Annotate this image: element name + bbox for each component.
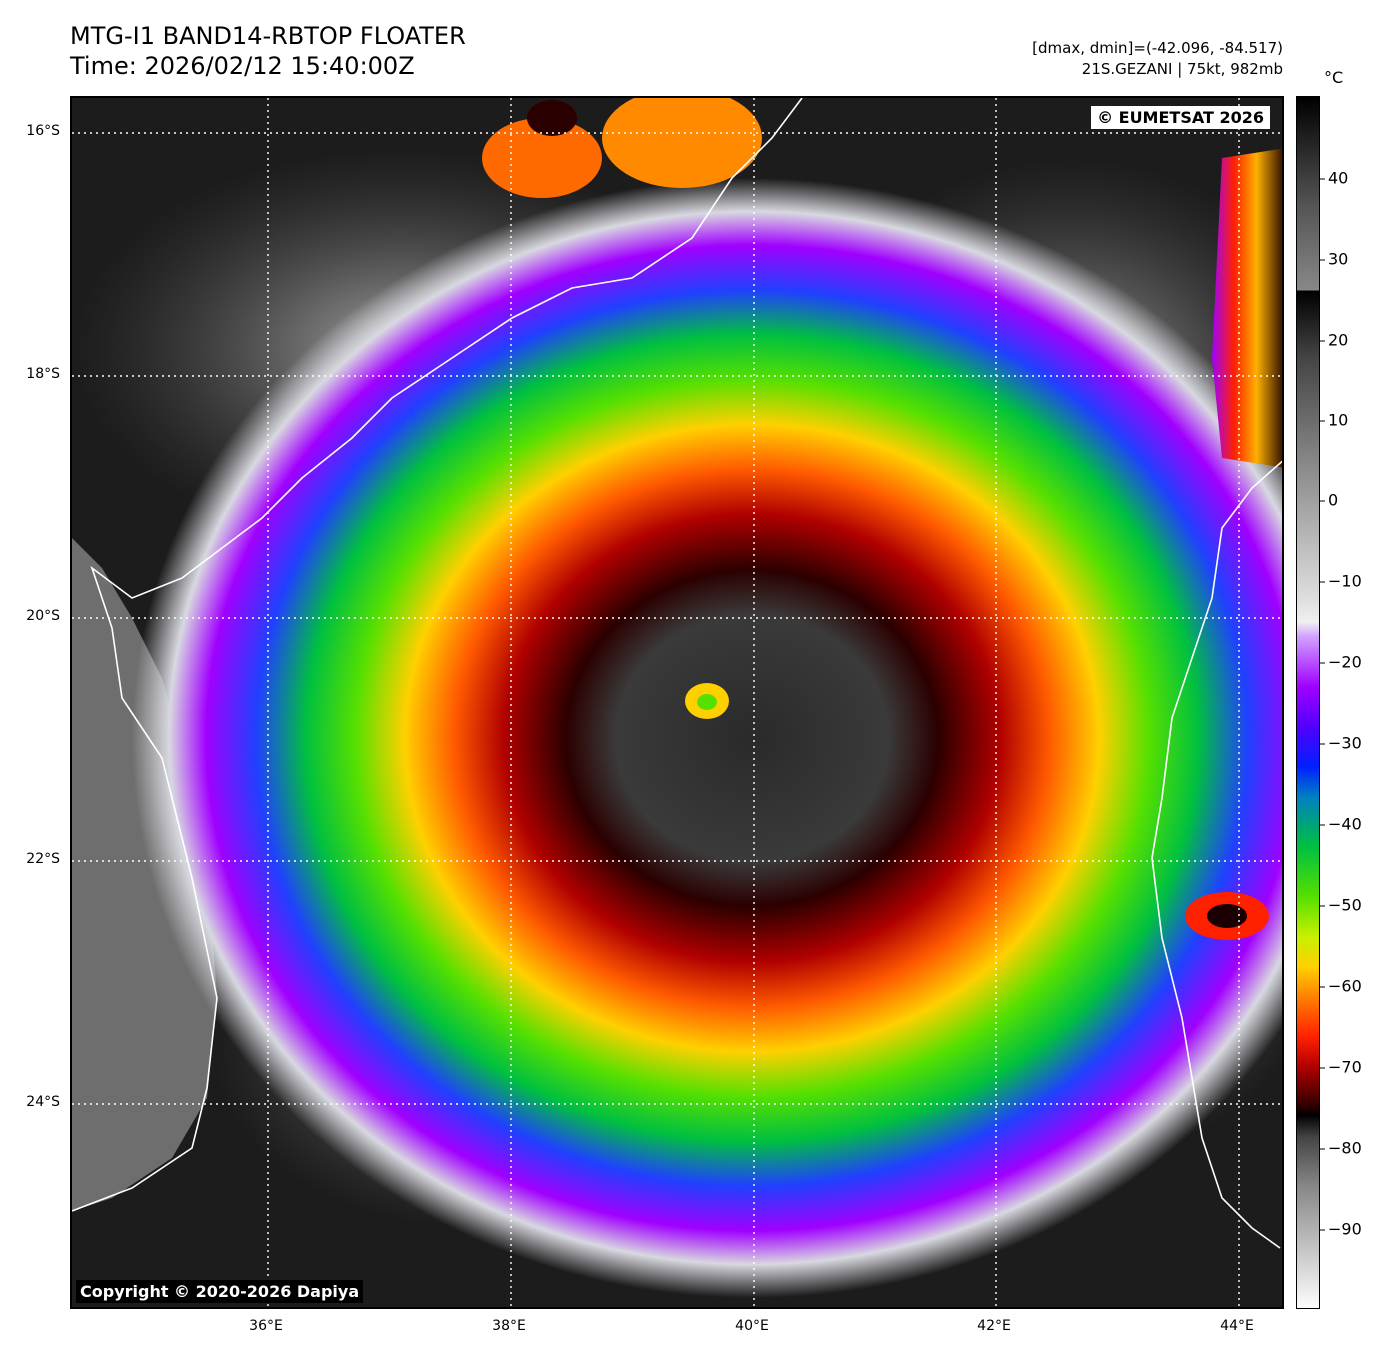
colorbar-tick: −50 — [1320, 895, 1362, 915]
lon-label-36e: 36°E — [249, 1318, 283, 1334]
figure-title: MTG-I1 BAND14-RBTOP FLOATER — [70, 22, 466, 50]
copyright-label: Copyright © 2020-2026 Dapiya — [76, 1280, 364, 1303]
colorbar-tick: −30 — [1320, 733, 1362, 753]
satellite-map: © EUMETSAT 2026 Copyright © 2020-2026 Da… — [70, 96, 1284, 1309]
lat-label-16s: 16°S — [26, 123, 60, 139]
colorbar-tick: 20 — [1319, 330, 1349, 350]
colorbar-tick: −40 — [1320, 814, 1362, 834]
data-range-text: [dmax, dmin]=(-42.096, -84.517) — [1032, 39, 1283, 57]
figure-time: Time: 2026/02/12 15:40:00Z — [70, 52, 415, 80]
lat-label-22s: 22°S — [26, 851, 60, 867]
lon-label-40e: 40°E — [735, 1318, 769, 1334]
colorbar-tick: 0 — [1319, 490, 1339, 510]
lat-label-24s: 24°S — [26, 1094, 60, 1110]
colorbar-tick: 30 — [1319, 249, 1349, 269]
colorbar-tick: −80 — [1320, 1138, 1362, 1158]
colorbar-tick: −60 — [1320, 976, 1362, 996]
eumetsat-stamp: © EUMETSAT 2026 — [1091, 106, 1270, 129]
lat-label-20s: 20°S — [26, 608, 60, 624]
storm-info-text: 21S.GEZANI | 75kt, 982mb — [1081, 60, 1283, 78]
lon-label-44e: 44°E — [1220, 1318, 1254, 1334]
satellite-imagery — [72, 98, 1282, 1307]
colorbar-tick: 40 — [1319, 168, 1349, 188]
colorbar-tick: −20 — [1320, 652, 1362, 672]
colorbar-unit: °C — [1324, 68, 1344, 87]
lat-label-18s: 18°S — [26, 366, 60, 382]
colorbar-tick: −70 — [1320, 1057, 1362, 1077]
lon-label-38e: 38°E — [492, 1318, 526, 1334]
lon-label-42e: 42°E — [977, 1318, 1011, 1334]
colorbar-tick: −90 — [1320, 1219, 1362, 1239]
colorbar-tick: 10 — [1319, 410, 1349, 430]
colorbar-tick: −10 — [1320, 571, 1362, 591]
colorbar — [1296, 96, 1320, 1309]
